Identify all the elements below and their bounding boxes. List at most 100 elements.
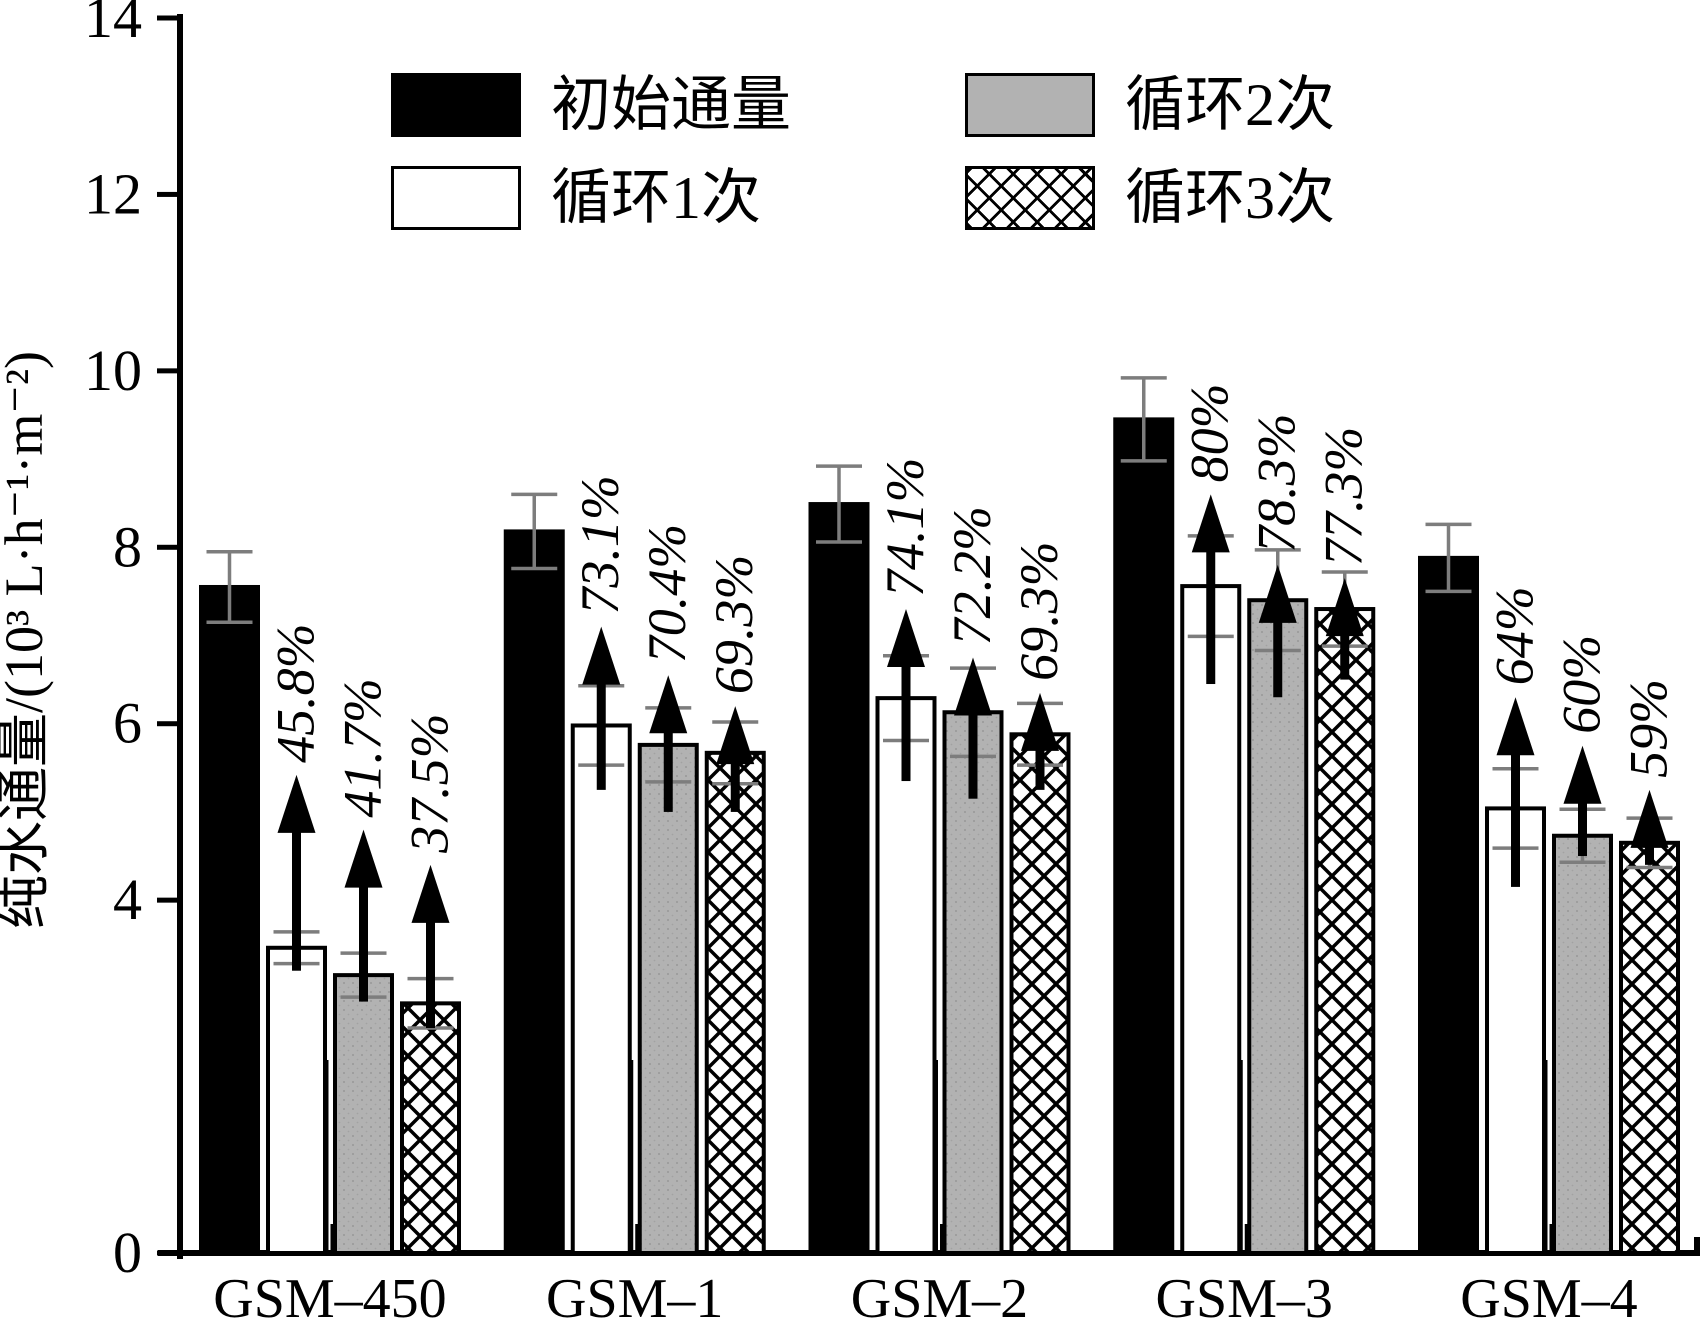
y-tick-label-4: 4 <box>113 867 142 932</box>
legend-label-initial-flux: 初始通量 <box>551 72 791 138</box>
y-tick-label-14: 14 <box>84 0 142 50</box>
recovery-arrow-head <box>411 864 450 923</box>
bar-GSM–1-series0 <box>503 529 565 1255</box>
recovery-percent-label: 72.2% <box>942 506 1002 645</box>
bar-GSM–2-series2 <box>942 710 1004 1255</box>
recovery-arrow-shaft <box>1578 797 1587 857</box>
x-minor-tick <box>330 1224 334 1250</box>
bar-GSM–2-series0 <box>808 502 870 1255</box>
bar-GSM–3-series0 <box>1113 417 1175 1255</box>
bar-GSM–1-series3 <box>704 750 766 1255</box>
recovery-arrow-shaft <box>968 709 978 799</box>
bar-GSM–450-series3 <box>400 1001 461 1255</box>
bar-GSM–3-series2 <box>1247 598 1309 1255</box>
bar-GSM–4-series3 <box>1619 840 1680 1256</box>
x-category-label: GSM–2 <box>851 1268 1028 1327</box>
recovery-percent-label: 60% <box>1552 635 1612 734</box>
recovery-arrow-shaft <box>1035 744 1045 790</box>
y-tick-8 <box>157 544 180 550</box>
bar-GSM–450-series0 <box>199 584 260 1255</box>
legend-item-initial-flux: 初始通量 <box>391 73 791 137</box>
x-axis-end-tick <box>1694 1237 1700 1251</box>
recovery-percent-label: 69.3% <box>704 555 764 694</box>
y-tick-12 <box>157 191 180 197</box>
recovery-percent-label: 70.4% <box>637 524 697 663</box>
recovery-arrow-shaft <box>1273 616 1283 698</box>
recovery-percent-label: 77.3% <box>1314 427 1374 566</box>
legend-label-cycle-2: 循环2次 <box>1125 72 1335 138</box>
recovery-arrow-head <box>582 626 621 685</box>
recovery-arrow-shaft <box>1511 749 1520 887</box>
x-category-label: GSM–3 <box>1156 1268 1333 1327</box>
recovery-percent-label: 45.8% <box>266 623 326 762</box>
plot-content: 0 4 6 8 10 12 14 GSM–450 GSM–1 GSM–2 GSM–3 GSM–4 45.… <box>84 0 1700 1327</box>
recovery-arrow-head <box>887 609 925 668</box>
recovery-arrow-shaft <box>1340 630 1350 680</box>
recovery-arrow-head <box>716 706 755 765</box>
bar-GSM–3-series1 <box>1180 584 1242 1255</box>
bar-GSM–2-series3 <box>1009 732 1071 1255</box>
legend-item-cycle-1: 循环1次 <box>391 166 761 230</box>
recovery-arrow-head <box>344 829 383 888</box>
bar-GSM–2-series1 <box>875 696 937 1255</box>
legend-swatch-cycle-1 <box>391 166 521 230</box>
recovery-arrow-shaft <box>1206 546 1216 685</box>
y-tick-4 <box>157 897 180 903</box>
recovery-arrow-shaft <box>1645 841 1654 865</box>
bar-GSM–4-series1 <box>1485 806 1546 1256</box>
bar-GSM–3-series3 <box>1314 607 1376 1255</box>
recovery-arrow-head <box>1325 578 1364 637</box>
recovery-percent-label: 73.1% <box>570 475 630 614</box>
recovery-arrow-head <box>1258 564 1297 623</box>
legend-item-cycle-3: 循环3次 <box>965 166 1335 230</box>
recovery-arrow-head <box>1021 692 1059 751</box>
recovery-arrow-shaft <box>730 758 740 812</box>
legend-label-cycle-1: 循环1次 <box>551 165 761 231</box>
x-minor-tick <box>940 1224 943 1250</box>
recovery-arrow-shaft <box>663 727 673 812</box>
x-category-label: GSM–450 <box>213 1268 446 1327</box>
recovery-arrow-head <box>649 675 688 734</box>
recovery-arrow-shaft <box>596 678 606 790</box>
x-minor-tick <box>1549 1224 1553 1250</box>
recovery-percent-label: 64% <box>1485 586 1545 685</box>
recovery-arrow-head <box>1191 494 1230 553</box>
y-tick-label-8: 8 <box>113 514 142 579</box>
recovery-arrow-shaft <box>426 916 435 1029</box>
y-axis-line <box>177 14 183 1259</box>
recovery-arrow-head <box>1630 789 1669 848</box>
recovery-arrow-head <box>1563 745 1602 804</box>
recovery-arrow-head <box>277 774 316 833</box>
recovery-percent-label: 41.7% <box>333 678 393 817</box>
y-tick-label-0: 0 <box>113 1220 142 1285</box>
y-axis-title: 纯水通量/(10³ L·h⁻¹·m⁻²) <box>0 351 54 929</box>
y-tick-6 <box>157 721 180 727</box>
y-tick-label-6: 6 <box>113 691 142 756</box>
legend-swatch-cycle-2 <box>965 73 1095 137</box>
bar-GSM–1-series2 <box>637 742 699 1256</box>
y-tick-14 <box>157 15 180 21</box>
legend-item-cycle-2: 循环2次 <box>965 73 1335 137</box>
recovery-percent-label: 37.5% <box>400 713 460 853</box>
recovery-percent-label: 80% <box>1180 383 1240 482</box>
x-minor-tick <box>1244 1224 1248 1250</box>
bar-GSM–4-series2 <box>1552 833 1613 1255</box>
legend-swatch-initial-flux <box>391 73 521 137</box>
recovery-percent-label: 74.1% <box>875 458 935 597</box>
recovery-percent-label: 78.3% <box>1247 413 1307 552</box>
y-tick-label-12: 12 <box>84 161 142 226</box>
recovery-arrow-shaft <box>359 881 368 1002</box>
legend-swatch-cycle-3 <box>965 166 1095 230</box>
y-tick-10 <box>157 368 180 374</box>
bar-GSM–450-series2 <box>333 973 394 1255</box>
bar-GSM–4-series0 <box>1418 555 1479 1255</box>
x-category-label: GSM–4 <box>1460 1268 1637 1327</box>
y-tick-label-10: 10 <box>84 338 142 403</box>
recovery-arrow-head <box>954 657 992 716</box>
recovery-percent-label: 69.3% <box>1009 541 1069 680</box>
y-tick-0 <box>157 1250 180 1256</box>
x-minor-tick <box>635 1224 639 1250</box>
bar-GSM–1-series1 <box>570 723 632 1255</box>
